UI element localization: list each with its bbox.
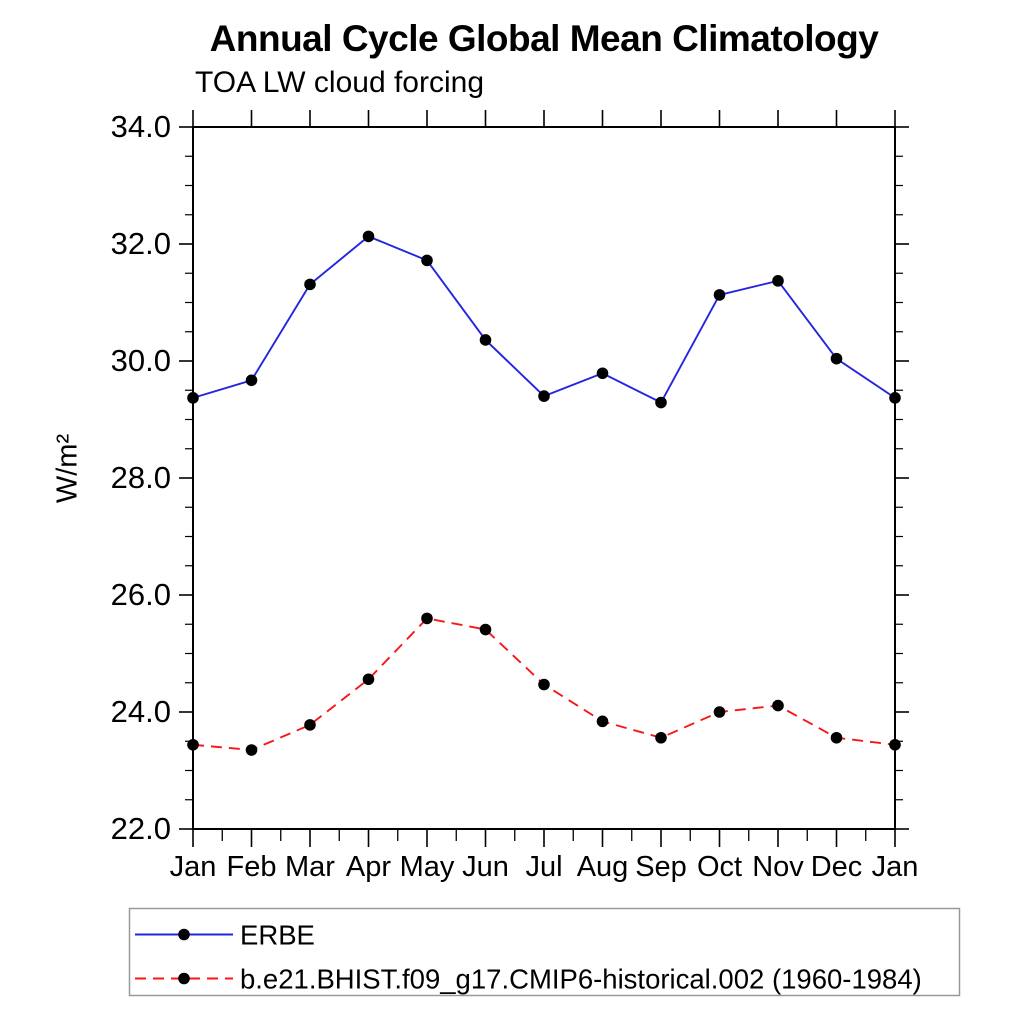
data-point-marker	[889, 392, 901, 404]
data-point-marker	[538, 678, 550, 691]
data-point-marker	[421, 612, 433, 625]
y-tick-label: 32.0	[111, 226, 171, 261]
y-tick-label: 22.0	[111, 811, 171, 846]
data-point-marker	[596, 367, 609, 380]
legend-label-1: b.e21.BHIST.f09_g17.CMIP6-historical.002…	[240, 964, 922, 995]
data-point-marker	[713, 289, 726, 301]
legend-marker-0	[178, 928, 190, 941]
data-point-marker	[713, 706, 726, 718]
x-tick-label: Jan	[872, 851, 919, 883]
legend-box	[128, 907, 961, 997]
data-point-marker	[362, 673, 375, 686]
chart-subtitle: TOA LW cloud forcing	[195, 66, 485, 99]
data-point-marker	[479, 334, 492, 346]
legend-marker-1	[178, 972, 190, 985]
data-point-marker	[655, 731, 667, 744]
data-point-marker	[830, 731, 843, 744]
x-tick-label: Jul	[525, 851, 562, 883]
data-point-marker	[245, 744, 258, 756]
data-point-marker	[772, 699, 784, 712]
x-tick-label: Dec	[811, 851, 863, 883]
x-tick-label: Sep	[635, 851, 687, 883]
data-point-marker	[245, 374, 258, 387]
data-point-marker	[596, 715, 609, 728]
data-point-marker	[538, 390, 550, 402]
data-point-marker	[362, 230, 375, 243]
y-tick-label: 24.0	[111, 694, 171, 729]
x-tick-label: Jun	[462, 851, 509, 883]
x-tick-label: Feb	[227, 851, 277, 883]
plot-frame	[192, 126, 896, 830]
x-tick-label: Jan	[170, 851, 217, 883]
x-tick-label: Nov	[752, 851, 804, 883]
y-tick-label: 30.0	[111, 343, 171, 378]
data-point-marker	[304, 719, 316, 731]
x-tick-label: Oct	[697, 851, 742, 883]
y-tick-label: 26.0	[111, 577, 171, 612]
x-tick-label: Apr	[346, 851, 391, 883]
series-line-0	[192, 235, 896, 404]
data-point-marker	[421, 254, 433, 267]
x-tick-label: May	[400, 851, 455, 883]
chart-title: Annual Cycle Global Mean Climatology	[209, 18, 879, 59]
data-point-marker	[889, 738, 901, 751]
data-point-marker	[655, 396, 667, 409]
data-point-marker	[187, 738, 199, 751]
data-point-marker	[187, 392, 199, 404]
data-point-marker	[772, 275, 784, 287]
x-tick-label: Mar	[285, 851, 335, 883]
data-point-marker	[479, 623, 492, 636]
data-point-marker	[830, 352, 843, 365]
x-tick-label: Aug	[577, 851, 629, 883]
y-tick-label: 28.0	[111, 460, 171, 495]
legend-label-0: ERBE	[240, 920, 315, 951]
data-point-marker	[304, 278, 316, 291]
y-tick-label: 34.0	[111, 109, 171, 144]
